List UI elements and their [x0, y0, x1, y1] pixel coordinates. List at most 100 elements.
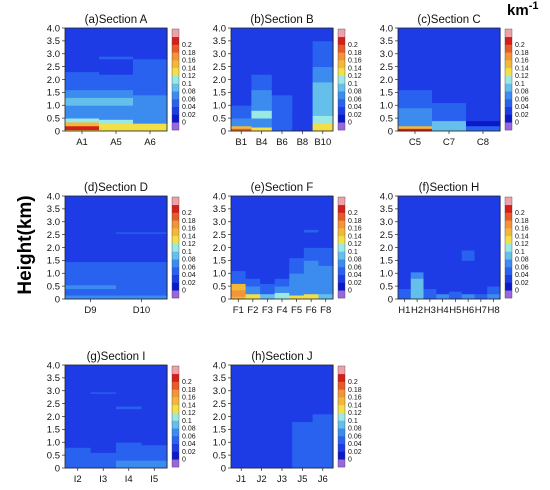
- colorbar-tick-label: 0: [348, 288, 352, 295]
- colorbar-swatch: [172, 290, 179, 299]
- heatmap-cell: [65, 97, 100, 106]
- y-tick-label: 0.5: [213, 281, 226, 292]
- colorbar-tick-label: 0.16: [348, 395, 362, 402]
- colorbar-swatch: [338, 106, 345, 115]
- heatmap-cell: [65, 129, 100, 132]
- colorbar-tick-label: 0.18: [182, 218, 196, 225]
- colorbar-swatch: [172, 243, 179, 252]
- colorbar-tick-label: 0.08: [182, 426, 196, 433]
- colorbar-tick-label: 0.04: [348, 272, 362, 279]
- station-label: I2: [74, 474, 82, 485]
- station-label: F2: [247, 305, 258, 316]
- panel-0: (a)Section A 4.0 3.5 3.0 2.5 2.0 1.5 1.00.5 0 A1 A…: [47, 14, 196, 148]
- colorbar-swatch: [172, 428, 179, 437]
- colorbar-tick-label: 0.2: [515, 210, 525, 217]
- colorbar-swatch: [338, 428, 345, 437]
- heatmap-cell: [99, 74, 134, 83]
- heatmap-cell: [90, 392, 117, 394]
- heatmap-cell: [116, 460, 143, 469]
- heatmap-cell: [312, 115, 334, 124]
- colorbar-swatch: [505, 220, 512, 229]
- heatmap-cell: [245, 286, 261, 295]
- colorbar-tick-label: 0.12: [182, 241, 196, 248]
- heatmap-cell: [116, 261, 168, 274]
- colorbar-tick-label: 0.12: [348, 241, 362, 248]
- heatmap-cell: [65, 196, 117, 263]
- heatmap-cell: [133, 84, 168, 96]
- y-tick-label: 1.0: [213, 438, 226, 449]
- panel-title: (h)Section J: [251, 351, 312, 363]
- y-tick-label: 1.0: [213, 269, 226, 280]
- y-tick-label: 0.5: [380, 281, 393, 292]
- heatmap-cell: [487, 293, 501, 300]
- heatmap-cell: [289, 286, 305, 296]
- station-label: A5: [110, 137, 122, 148]
- colorbar-tick-label: 0.18: [515, 50, 529, 57]
- colorbar-tick-label: 0.16: [182, 226, 196, 233]
- y-tick-label: 2.5: [380, 62, 393, 73]
- heatmap-cell: [292, 28, 314, 83]
- colorbar-tick-label: 0.2: [348, 210, 358, 217]
- panel-1: (b)Section B 4.0 3.5 3.0 2.5 2.0 1.5 1.00.5 0 B1 B…: [213, 14, 362, 148]
- heatmap-cell: [318, 196, 334, 236]
- y-tick-label: 2.0: [47, 243, 60, 254]
- y-tick-label: 1.0: [47, 438, 60, 449]
- colorbar-swatch: [505, 212, 512, 221]
- heatmap-cell: [271, 28, 293, 88]
- colorbar-swatch: [172, 259, 179, 268]
- y-tick-label: 0: [221, 463, 226, 474]
- heatmap-cell: [231, 283, 247, 291]
- heatmap-cell: [289, 295, 305, 300]
- heatmap-cell: [260, 283, 276, 295]
- heatmap-cell: [133, 58, 168, 74]
- y-tick-label: 3.5: [47, 36, 60, 47]
- y-tick-label: 2.0: [380, 75, 393, 86]
- y-tick-label: 0: [55, 126, 60, 137]
- colorbar-swatch: [505, 106, 512, 115]
- heatmap-cell: [271, 87, 293, 96]
- colorbar-tick-label: 0.18: [515, 218, 529, 225]
- colorbar-swatch: [172, 251, 179, 260]
- heatmap-cell: [432, 102, 467, 122]
- station-label: B6: [276, 137, 288, 148]
- colorbar-swatch: [338, 243, 345, 252]
- heatmap-cell: [289, 257, 305, 274]
- heatmap-cell: [65, 462, 92, 469]
- heatmap-cell: [303, 278, 320, 295]
- heatmap-cell: [251, 461, 273, 469]
- colorbar-swatch: [505, 235, 512, 244]
- heatmap-cell: [271, 365, 293, 457]
- heatmap-cell: [90, 452, 117, 464]
- heatmap-cell: [312, 66, 334, 83]
- heatmap-cell: [312, 40, 334, 52]
- colorbar-tick-label: 0.2: [182, 379, 192, 386]
- colorbar-swatch: [338, 235, 345, 244]
- colorbar-swatch: [172, 204, 179, 213]
- colorbar-swatch: [172, 83, 179, 92]
- colorbar-tick-label: 0.02: [348, 112, 362, 119]
- heatmap-cell: [312, 51, 334, 68]
- colorbar-swatch: [172, 60, 179, 69]
- y-tick-label: 4.0: [380, 191, 393, 202]
- heatmap-cell: [99, 105, 134, 120]
- y-tick-label: 4.0: [380, 23, 393, 34]
- colorbar-tick-label: 0.02: [348, 449, 362, 456]
- colorbar-tick-label: 0.02: [182, 112, 196, 119]
- station-label: D9: [84, 305, 96, 316]
- y-tick-label: 2.0: [213, 243, 226, 254]
- colorbar-swatch: [338, 44, 345, 53]
- colorbar-swatch: [338, 259, 345, 268]
- colorbar-tick-label: 0.06: [182, 96, 196, 103]
- heatmap-cell: [251, 110, 273, 119]
- panel-2: (c)Section C 4.0 3.5 3.0 2.5 2.0 1.5 1.00.5 0 C5 C…: [380, 14, 529, 148]
- colorbar-frame: [337, 28, 346, 131]
- y-tick-label: 0: [388, 126, 393, 137]
- heatmap-cell: [461, 293, 476, 300]
- station-label: H7: [475, 305, 487, 316]
- colorbar-swatch: [338, 412, 345, 421]
- heatmap-cell: [318, 286, 334, 295]
- y-tick-label: 1.0: [213, 101, 226, 112]
- heatmap-cell: [65, 261, 117, 274]
